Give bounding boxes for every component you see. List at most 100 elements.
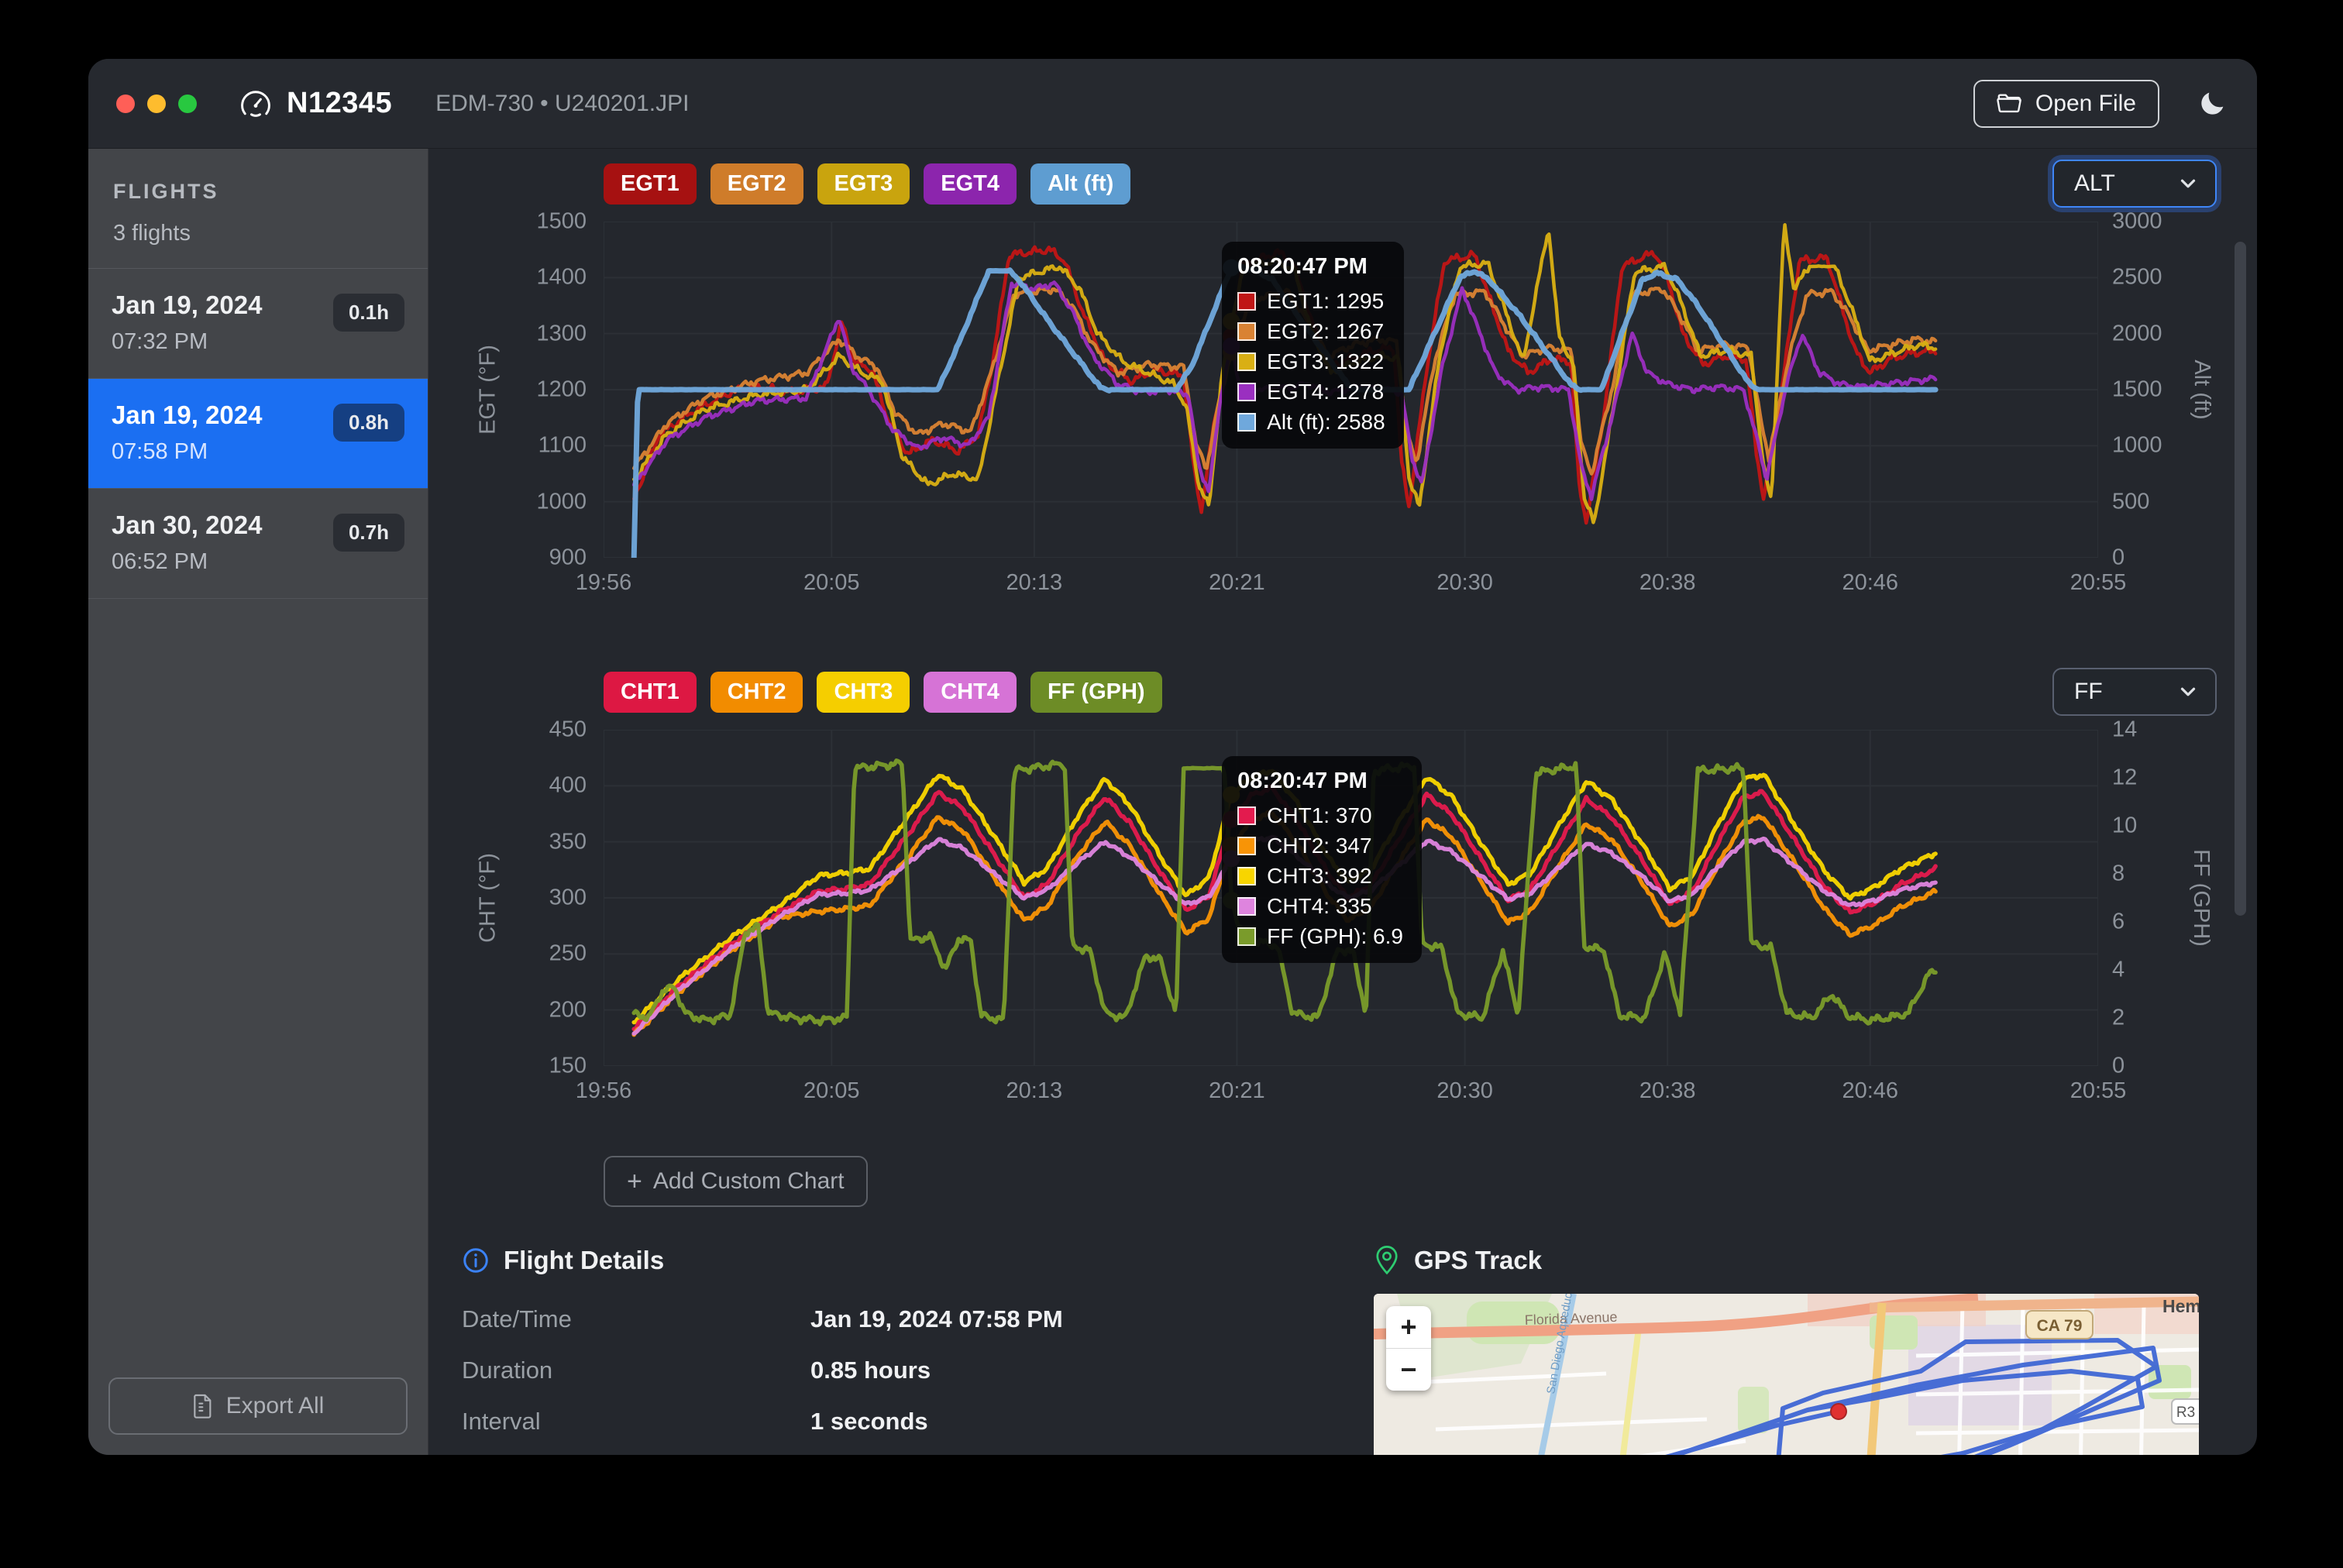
x-tick: 20:30 <box>1436 1078 1493 1103</box>
gps-track-panel: GPS Track <box>1374 1241 2199 1455</box>
tooltip-row: CHT2: 347 <box>1237 834 1403 858</box>
map-pin-icon <box>1376 1246 1398 1275</box>
axis-selector-value: FF <box>2074 679 2103 704</box>
x-tick: 20:13 <box>1006 570 1063 595</box>
detail-value: 0.85 hours <box>810 1357 931 1384</box>
tooltip-time: 08:20:47 PM <box>1237 254 1368 279</box>
plot-area[interactable]: 08:20:47 PM EGT1: 1295 EGT2: 1267 EGT3: 13… <box>604 222 2098 558</box>
gauge-icon <box>241 90 270 117</box>
legend-badge-egt1[interactable]: EGT1 <box>604 163 697 205</box>
chart-legend: CHT1 CHT2 CHT3 CHT4 FF (GPH) <box>604 671 1162 713</box>
flight-list-item[interactable]: Jan 19, 2024 07:58 PM 0.8h <box>88 379 428 489</box>
x-tick: 20:21 <box>1209 570 1265 595</box>
tooltip-row: FF (GPH): 6.9 <box>1237 924 1403 949</box>
tooltip-value: CHT3: 392 <box>1267 864 1372 888</box>
map-canvas: Florida Avenue San Diego Aqueduct CA 79 … <box>1374 1294 2199 1455</box>
map-zoom-out-button[interactable]: − <box>1400 1353 1417 1385</box>
moon-icon <box>2201 92 2224 115</box>
y-tick-left: 150 <box>549 1053 587 1078</box>
flight-time: 06:52 PM <box>112 549 208 574</box>
legend-badge-cht3[interactable]: CHT3 <box>817 671 910 713</box>
legend-badge-egt2[interactable]: EGT2 <box>710 163 803 205</box>
legend-badge-egt3[interactable]: EGT3 <box>817 163 910 205</box>
detail-label: Interval <box>462 1408 541 1435</box>
y-tick-left: 200 <box>549 997 587 1023</box>
flight-details-title: Flight Details <box>504 1246 665 1274</box>
tooltip-swatch <box>1237 292 1257 311</box>
x-tick: 20:13 <box>1006 1078 1063 1103</box>
export-all-button[interactable]: Export All <box>108 1377 408 1435</box>
x-tick: 20:55 <box>2069 570 2127 595</box>
flight-duration-badge: 0.1h <box>332 294 404 332</box>
legend-badge-alt-ft-[interactable]: Alt (ft) <box>1030 163 1131 205</box>
y-tick-right: 14 <box>2112 717 2138 742</box>
plus-icon: + <box>627 1167 642 1196</box>
y-tick-right: 1500 <box>2112 377 2162 402</box>
tooltip-value: Alt (ft): 2588 <box>1267 410 1385 434</box>
y-axis-label-right: Alt (ft) <box>2189 359 2214 420</box>
x-tick: 20:05 <box>803 570 860 595</box>
map-shield-label: CA 79 <box>2037 1317 2083 1335</box>
flight-duration-badge: 0.7h <box>332 514 404 552</box>
x-tick: 20:46 <box>1842 1078 1899 1103</box>
flight-duration-badge: 0.8h <box>332 404 404 442</box>
y-tick-left: 400 <box>549 772 587 798</box>
tooltip-time: 08:20:47 PM <box>1237 769 1368 793</box>
add-custom-chart-button[interactable]: + Add Custom Chart <box>604 1156 868 1207</box>
y-tick-right: 6 <box>2112 909 2125 934</box>
flight-list-item[interactable]: Jan 19, 2024 07:32 PM 0.1h <box>88 269 428 379</box>
gps-track-title: GPS Track <box>1414 1246 1543 1274</box>
map-right-badge: R3 <box>2176 1405 2195 1421</box>
plot-area[interactable]: 08:20:47 PM CHT1: 370 CHT2: 347 CHT3: 392 C… <box>604 730 2098 1066</box>
scrollbar-thumb[interactable] <box>2235 242 2246 916</box>
x-tick: 20:05 <box>803 1078 860 1103</box>
tooltip-row: EGT2: 1267 <box>1237 319 1385 344</box>
y-tick-right: 2500 <box>2112 264 2162 290</box>
tooltip-row: EGT3: 1322 <box>1237 349 1385 374</box>
axis-selector[interactable]: ALT <box>2052 160 2217 208</box>
y-tick-right: 12 <box>2112 765 2138 790</box>
y-tick-left: 1400 <box>536 264 587 290</box>
tooltip-value: EGT3: 1322 <box>1267 349 1385 373</box>
y-tick-left: 1100 <box>538 432 587 458</box>
flights-count: 3 flights <box>113 221 191 246</box>
app-window: N12345 EDM-730 • U240201.JPI Open File F… <box>88 59 2257 1455</box>
x-tick: 19:56 <box>575 1078 632 1103</box>
tooltip-swatch <box>1237 897 1257 916</box>
tooltip-value: CHT1: 370 <box>1267 803 1372 827</box>
tooltip-value: CHT2: 347 <box>1267 834 1372 858</box>
y-tick-left: 1200 <box>536 377 587 402</box>
tooltip-swatch <box>1237 383 1257 401</box>
map-zoom-control: + − <box>1386 1306 1431 1391</box>
y-tick-right: 0 <box>2112 1053 2125 1078</box>
legend-badge-ff-gph-[interactable]: FF (GPH) <box>1030 671 1162 713</box>
minimize-window-button[interactable] <box>147 94 166 113</box>
tooltip-value: EGT4: 1278 <box>1267 380 1385 404</box>
chevron-down-icon <box>2180 179 2196 188</box>
y-tick-left: 900 <box>549 545 587 570</box>
legend-badge-cht4[interactable]: CHT4 <box>924 671 1017 713</box>
map-zoom-in-button[interactable]: + <box>1400 1311 1417 1343</box>
detail-label: Duration <box>462 1357 553 1384</box>
detail-row: Interval 1 seconds <box>462 1396 1374 1447</box>
tooltip-rows: CHT1: 370 CHT2: 347 CHT3: 392 CHT4: 335 FF (… <box>1237 803 1403 949</box>
flight-list-item[interactable]: Jan 30, 2024 06:52 PM 0.7h <box>88 489 428 599</box>
dark-mode-toggle[interactable] <box>2195 87 2229 121</box>
legend-badge-cht2[interactable]: CHT2 <box>710 671 803 713</box>
close-window-button[interactable] <box>116 94 135 113</box>
axis-selector-value: ALT <box>2074 170 2115 196</box>
tooltip-swatch <box>1237 352 1257 371</box>
file-subtitle: EDM-730 • U240201.JPI <box>435 90 690 116</box>
y-tick-right: 0 <box>2112 545 2125 570</box>
axis-selector[interactable]: FF <box>2052 668 2217 716</box>
y-tick-left: 1300 <box>536 321 587 346</box>
chart-legend: EGT1 EGT2 EGT3 EGT4 Alt (ft) <box>604 163 1131 205</box>
detail-label: Date/Time <box>462 1305 572 1332</box>
zoom-window-button[interactable] <box>178 94 197 113</box>
open-file-button[interactable]: Open File <box>1973 79 2159 128</box>
legend-badge-egt4[interactable]: EGT4 <box>924 163 1017 205</box>
chart-block: CHT1 CHT2 CHT3 CHT4 FF (GPH) FF CHT (°F) 150… <box>462 668 2217 1109</box>
legend-badge-cht1[interactable]: CHT1 <box>604 671 697 713</box>
flight-date: Jan 30, 2024 <box>112 511 263 539</box>
gps-map[interactable]: Florida Avenue San Diego Aqueduct CA 79 … <box>1374 1294 2199 1455</box>
